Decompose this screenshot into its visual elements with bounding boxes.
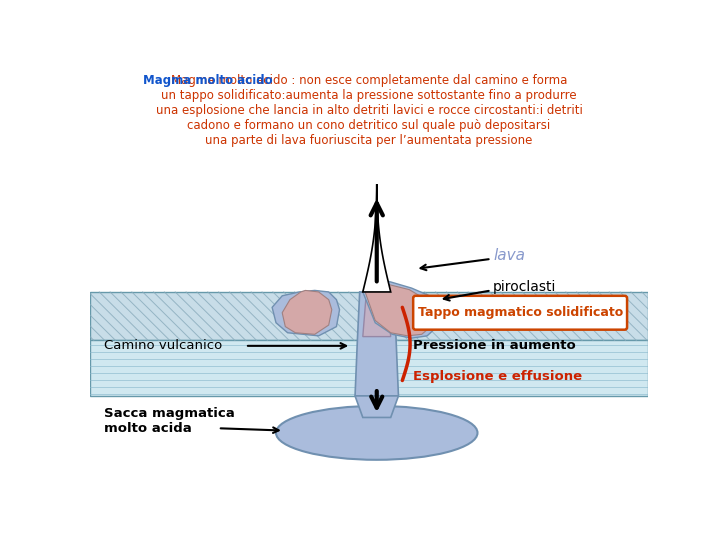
- Text: Tappo magmatico solidificato: Tappo magmatico solidificato: [418, 306, 623, 319]
- Bar: [90, 292, 648, 340]
- Polygon shape: [365, 282, 433, 336]
- Polygon shape: [282, 291, 332, 334]
- Polygon shape: [355, 292, 398, 396]
- Text: Sacca magmatica
molto acida: Sacca magmatica molto acida: [104, 407, 235, 435]
- Polygon shape: [272, 291, 340, 336]
- Bar: [90, 340, 648, 396]
- Text: Esplosione e effusione: Esplosione e effusione: [413, 370, 582, 383]
- Text: Camino vulcanico: Camino vulcanico: [104, 339, 222, 353]
- Polygon shape: [363, 279, 438, 338]
- FancyBboxPatch shape: [413, 296, 627, 330]
- Polygon shape: [363, 184, 391, 292]
- Text: Pressione in aumento: Pressione in aumento: [413, 339, 576, 353]
- Polygon shape: [363, 298, 391, 336]
- Polygon shape: [355, 396, 398, 417]
- Text: Magma molto acido : non esce completamente dal camino e forma
un tappo solidific: Magma molto acido : non esce completamen…: [156, 74, 582, 147]
- Text: piroclasti: piroclasti: [493, 280, 557, 294]
- Text: Magma molto acido: Magma molto acido: [143, 74, 272, 87]
- Text: lava: lava: [493, 248, 525, 264]
- Ellipse shape: [276, 406, 477, 460]
